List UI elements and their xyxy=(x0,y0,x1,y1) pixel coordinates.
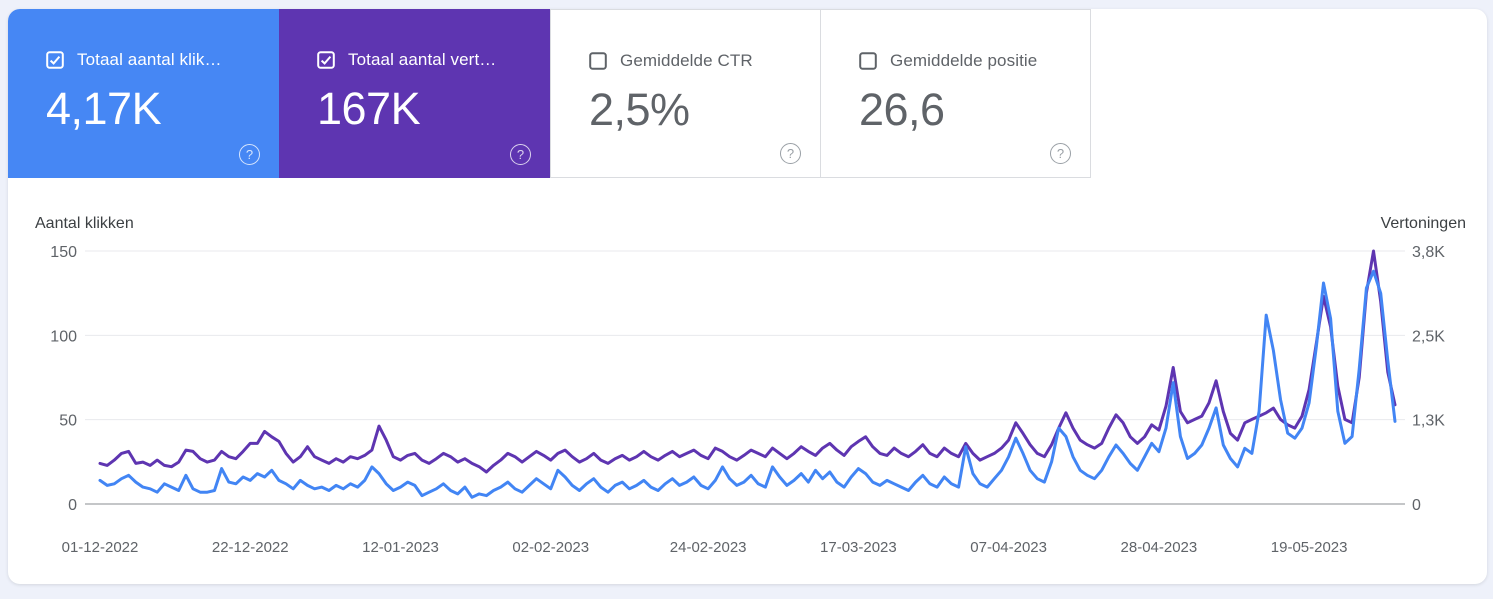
checkbox-unchecked-icon[interactable] xyxy=(859,52,877,70)
x-axis-date-label: 28-04-2023 xyxy=(1121,539,1198,556)
card-average-ctr-header: Gemiddelde CTR xyxy=(589,51,802,71)
right-axis-tick: 2,5K xyxy=(1412,328,1445,345)
left-axis-tick: 0 xyxy=(68,497,77,514)
card-value: 167K xyxy=(317,83,421,134)
series-line-impressions[interactable] xyxy=(98,249,1397,474)
checkbox-checked-icon[interactable] xyxy=(317,51,335,69)
x-axis-date-label: 22-12-2022 xyxy=(212,539,289,556)
x-axis-date-label: 07-04-2023 xyxy=(970,539,1047,556)
right-axis-tick: 3,8K xyxy=(1412,244,1445,261)
right-axis-tick: 1,3K xyxy=(1412,413,1445,430)
card-value: 4,17K xyxy=(46,83,162,134)
checkbox-unchecked-icon[interactable] xyxy=(589,52,607,70)
card-label: Gemiddelde CTR xyxy=(620,51,753,70)
left-axis-tick: 50 xyxy=(59,413,77,430)
card-total-clicks[interactable]: Totaal aantal klik… 4,17K ? xyxy=(8,9,279,178)
left-axis-tick: 100 xyxy=(50,328,77,345)
card-average-position-header: Gemiddelde positie xyxy=(859,51,1072,71)
card-label: Totaal aantal klik… xyxy=(77,50,222,69)
help-icon[interactable]: ? xyxy=(510,144,531,165)
checkbox-checked-icon[interactable] xyxy=(46,51,64,69)
card-total-clicks-header: Totaal aantal klik… xyxy=(46,50,261,70)
x-axis-date-label: 02-02-2023 xyxy=(512,539,589,556)
card-average-ctr[interactable]: Gemiddelde CTR 2,5% ? xyxy=(550,9,821,178)
x-axis-date-label: 12-01-2023 xyxy=(362,539,439,556)
help-icon[interactable]: ? xyxy=(239,144,260,165)
x-axis-date-label: 17-03-2023 xyxy=(820,539,897,556)
card-label: Totaal aantal vert… xyxy=(348,50,497,69)
card-average-position[interactable]: Gemiddelde positie 26,6 ? xyxy=(820,9,1091,178)
metric-cards-row: Totaal aantal klik… 4,17K ? Totaal aanta… xyxy=(8,9,1091,178)
card-total-impressions-header: Totaal aantal vert… xyxy=(317,50,532,70)
x-axis-date-label: 24-02-2023 xyxy=(670,539,747,556)
help-icon[interactable]: ? xyxy=(1050,143,1071,164)
x-axis-date-label: 01-12-2022 xyxy=(62,539,139,556)
help-icon[interactable]: ? xyxy=(780,143,801,164)
left-axis-title: Aantal klikken xyxy=(35,215,134,232)
left-axis-tick: 150 xyxy=(50,244,77,261)
card-label: Gemiddelde positie xyxy=(890,51,1038,70)
series-line-clicks[interactable] xyxy=(98,269,1397,499)
card-value: 2,5% xyxy=(589,84,690,135)
x-axis-date-label: 19-05-2023 xyxy=(1271,539,1348,556)
card-total-impressions[interactable]: Totaal aantal vert… 167K ? xyxy=(279,9,550,178)
performance-line-chart[interactable]: 0 0 50 1,3K 100 2,5K 150 3,8K 01-12-2022 22-12-20… xyxy=(8,178,1487,584)
card-value: 26,6 xyxy=(859,84,945,135)
right-axis-title: Vertoningen xyxy=(1380,215,1466,232)
performance-panel: Totaal aantal klik… 4,17K ? Totaal aanta… xyxy=(8,9,1487,584)
right-axis-tick: 0 xyxy=(1412,497,1421,514)
